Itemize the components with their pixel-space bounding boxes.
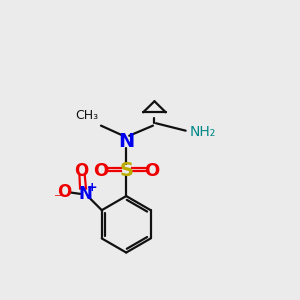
Text: +: + — [87, 181, 97, 194]
Text: ⁻: ⁻ — [54, 191, 62, 206]
Text: N: N — [118, 132, 134, 151]
Text: O: O — [74, 162, 88, 180]
Text: S: S — [119, 161, 133, 180]
Text: NH₂: NH₂ — [190, 125, 216, 139]
Text: CH₃: CH₃ — [75, 109, 98, 122]
Text: O: O — [144, 162, 159, 180]
Text: N: N — [79, 185, 92, 203]
Text: O: O — [57, 183, 71, 201]
Text: O: O — [93, 162, 109, 180]
